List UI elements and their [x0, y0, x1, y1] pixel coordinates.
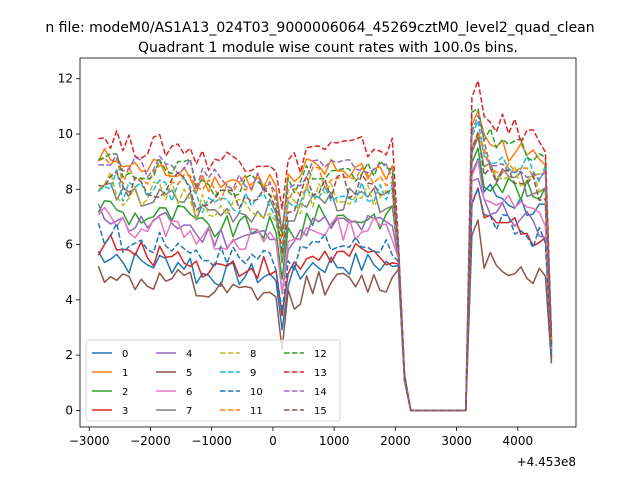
- figure-suptitle: n file: modeM0/AS1A13_024T03_9000006064_…: [45, 20, 594, 36]
- y-tick-label: 10: [58, 127, 73, 141]
- series-line-5: [97, 219, 553, 412]
- x-tick-label: −1000: [191, 434, 232, 448]
- x-tick-label: 2000: [380, 434, 411, 448]
- legend-label-12: 12: [314, 349, 327, 360]
- series-line-1: [97, 109, 553, 412]
- legend-label-3: 3: [122, 406, 128, 417]
- legend-label-2: 2: [122, 387, 128, 398]
- series-line-11: [98, 131, 553, 412]
- legend-label-15: 15: [314, 406, 327, 417]
- legend-label-9: 9: [250, 368, 256, 379]
- x-tick-label: 0: [269, 434, 277, 448]
- y-tick-label: 2: [65, 348, 73, 362]
- series-line-8: [97, 132, 553, 412]
- x-tick-label: 3000: [441, 434, 472, 448]
- x-tick-label: 4000: [503, 434, 534, 448]
- legend-label-6: 6: [186, 387, 192, 398]
- legend-label-7: 7: [186, 406, 192, 417]
- series-line-12: [98, 107, 553, 412]
- legend-label-10: 10: [250, 387, 263, 398]
- y-tick-label: 12: [58, 72, 73, 86]
- y-tick-label: 6: [65, 238, 73, 252]
- series-line-9: [97, 119, 553, 412]
- series-line-10: [97, 187, 553, 412]
- x-tick-label: 1000: [319, 434, 350, 448]
- chart-title: Quadrant 1 module wise count rates with …: [138, 40, 518, 56]
- series-line-13: [98, 80, 553, 412]
- plot-series: [97, 80, 553, 412]
- y-tick-label: 8: [65, 182, 73, 196]
- y-tick-label: 0: [65, 403, 73, 417]
- plot-frame: [79, 57, 577, 428]
- axis-ticks: −3000 −2000 −1000 0 1000 2000 3000 400002468101…: [58, 72, 533, 448]
- legend-label-8: 8: [250, 349, 256, 360]
- series-line-7: [97, 136, 553, 412]
- legend-label-1: 1: [122, 368, 128, 379]
- x-tick-label: −3000: [69, 434, 110, 448]
- legend-label-13: 13: [314, 368, 327, 379]
- legend-label-14: 14: [314, 387, 327, 398]
- y-tick-label: 4: [65, 293, 73, 307]
- x-offset-label: +4.453e8: [517, 455, 576, 469]
- series-line-4: [97, 177, 553, 412]
- legend-box: [85, 339, 341, 422]
- legend-label-4: 4: [186, 349, 192, 360]
- series-line-14: [98, 114, 553, 412]
- legend-label-0: 0: [122, 349, 128, 360]
- legend-label-5: 5: [186, 368, 192, 379]
- legend-label-11: 11: [250, 406, 263, 417]
- x-tick-label: −2000: [130, 434, 171, 448]
